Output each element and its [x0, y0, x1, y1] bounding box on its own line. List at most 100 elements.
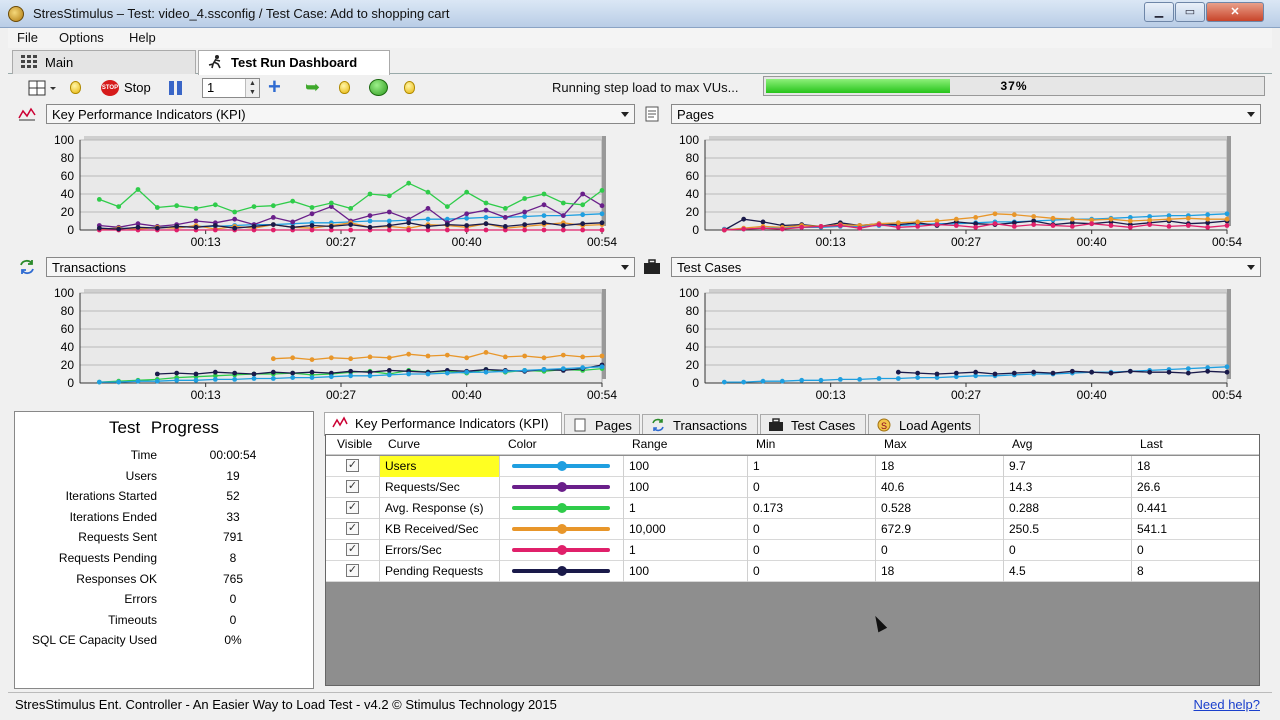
- refresh-arrow-icon[interactable]: ➥: [305, 77, 321, 97]
- curve-cell[interactable]: Requests/Sec: [380, 477, 500, 498]
- data-point: [1224, 223, 1230, 228]
- close-button[interactable]: ✕: [1206, 2, 1264, 22]
- grid-row[interactable]: ✓ KB Received/Sec 10,000 0 672.9 250.5 541.1: [326, 519, 1259, 540]
- toolbar: STOP Stop 1 ▲ ▼ + ➥ Running step load to …: [8, 76, 1272, 100]
- data-point: [1185, 366, 1191, 371]
- data-point: [541, 227, 547, 233]
- need-help-link[interactable]: Need help?: [1193, 697, 1261, 712]
- hint-bulb-icon-3[interactable]: [404, 81, 415, 94]
- min-cell: 0: [748, 519, 876, 540]
- progress-row-value: 765: [222, 571, 244, 586]
- stop-icon[interactable]: STOP: [101, 80, 119, 96]
- range-cell[interactable]: 100: [624, 456, 748, 477]
- color-cell[interactable]: [500, 561, 624, 582]
- col-min[interactable]: Min: [756, 437, 776, 451]
- hint-bulb-icon[interactable]: [70, 81, 81, 94]
- data-point: [1224, 364, 1230, 370]
- tab-test-cases[interactable]: Test Cases: [760, 414, 866, 436]
- green-status-icon[interactable]: [369, 79, 388, 96]
- curve-cell[interactable]: Avg. Response (s): [380, 498, 500, 519]
- tab-transactions[interactable]: Transactions: [642, 414, 758, 436]
- grid-row[interactable]: ✓ Pending Requests 100 0 18 4.5 8: [326, 561, 1259, 582]
- visible-checkbox[interactable]: ✓: [346, 501, 359, 514]
- grid-row[interactable]: ✓ Requests/Sec 100 0 40.6 14.3 26.6: [326, 477, 1259, 498]
- tab-load-agents[interactable]: S Load Agents: [868, 414, 980, 436]
- color-cell[interactable]: [500, 519, 624, 540]
- maximize-button[interactable]: ▭: [1175, 2, 1205, 22]
- col-avg[interactable]: Avg: [1012, 437, 1033, 451]
- data-point: [425, 224, 431, 229]
- transactions-select[interactable]: Transactions: [46, 257, 635, 277]
- curve-cell[interactable]: Errors/Sec: [380, 540, 500, 561]
- curve-cell[interactable]: KB Received/Sec: [380, 519, 500, 540]
- pages-select[interactable]: Pages: [671, 104, 1261, 124]
- data-point: [367, 354, 373, 360]
- menu-help[interactable]: Help: [129, 30, 156, 45]
- progress-row: Iterations Started 52: [15, 489, 313, 509]
- tab-kpi[interactable]: Key Performance Indicators (KPI): [324, 412, 562, 436]
- col-visible[interactable]: Visible: [337, 437, 373, 451]
- kpi-select[interactable]: Key Performance Indicators (KPI): [46, 104, 635, 124]
- step-stepper[interactable]: 1 ▲ ▼: [202, 78, 260, 98]
- data-point: [193, 218, 199, 224]
- y-tick-label: 100: [54, 133, 74, 147]
- y-tick-label: 80: [61, 304, 75, 318]
- range-cell[interactable]: 1: [624, 540, 748, 561]
- visible-checkbox[interactable]: ✓: [346, 522, 359, 535]
- progress-row-label: SQL CE Capacity Used: [32, 633, 157, 648]
- visible-checkbox[interactable]: ✓: [346, 480, 359, 493]
- data-point: [1166, 213, 1172, 218]
- grid-row[interactable]: ✓ Errors/Sec 1 0 0 0 0: [326, 540, 1259, 561]
- range-cell[interactable]: 100: [624, 561, 748, 582]
- visible-checkbox[interactable]: ✓: [346, 459, 359, 472]
- tab-test-run-dashboard[interactable]: Test Run Dashboard: [198, 50, 390, 75]
- range-cell[interactable]: 10,000: [624, 519, 748, 540]
- last-cell: 18: [1137, 459, 1151, 473]
- color-cell[interactable]: [500, 456, 624, 477]
- minimize-button[interactable]: ▁: [1144, 2, 1174, 22]
- tab-pages[interactable]: Pages: [564, 414, 640, 436]
- tab-main[interactable]: Main: [12, 50, 196, 74]
- color-cell[interactable]: [500, 540, 624, 561]
- pages-chart: 0 20 40 60 80 100 00:13 00:27 00:40 00:54: [679, 133, 1242, 249]
- menu-file[interactable]: File: [17, 30, 38, 45]
- col-last[interactable]: Last: [1140, 437, 1163, 451]
- tab-pages-label: Pages: [595, 418, 632, 433]
- range-cell[interactable]: 1: [624, 498, 748, 519]
- grid-row[interactable]: ✓ Avg. Response (s) 1 0.173 0.528 0.288 0.441: [326, 498, 1259, 519]
- visible-checkbox[interactable]: ✓: [346, 564, 359, 577]
- max-cell: 40.6: [876, 477, 1004, 498]
- pause-icon[interactable]: [168, 81, 184, 95]
- add-icon[interactable]: +: [268, 74, 281, 99]
- color-cell[interactable]: [500, 477, 624, 498]
- data-point: [386, 218, 392, 224]
- menu-options[interactable]: Options: [59, 30, 104, 45]
- tab-transactions-label: Transactions: [673, 418, 747, 433]
- stepper-arrows[interactable]: ▲ ▼: [245, 79, 259, 97]
- col-curve[interactable]: Curve: [388, 437, 421, 451]
- transactions-panel: Transactions 0 20 40 60 80 100 00:13 00:27 00:40…: [18, 257, 638, 407]
- data-point: [973, 215, 979, 220]
- data-point: [1089, 217, 1095, 223]
- progress-row: SQL CE Capacity Used 0%: [15, 633, 313, 653]
- curve-cell[interactable]: Pending Requests: [380, 561, 500, 582]
- range-cell[interactable]: 100: [624, 477, 748, 498]
- window-title: StresStimulus – Test: video_4.ssconfig /…: [33, 6, 450, 21]
- color-cell[interactable]: [500, 498, 624, 519]
- data-point: [116, 379, 122, 385]
- col-max[interactable]: Max: [884, 437, 907, 451]
- testcases-select[interactable]: Test Cases: [671, 257, 1261, 277]
- grid-row[interactable]: ✓ Users 100 1 18 9.7 18: [326, 456, 1259, 477]
- col-range[interactable]: Range: [632, 437, 668, 451]
- layout-grid-icon[interactable]: [28, 79, 58, 97]
- data-point: [1166, 224, 1172, 229]
- curve-cell[interactable]: Users: [380, 456, 500, 477]
- stop-button[interactable]: Stop: [124, 80, 151, 95]
- step-value: 1: [207, 80, 215, 95]
- color-swatch: [512, 461, 610, 471]
- col-color[interactable]: Color: [508, 437, 537, 451]
- data-point: [386, 368, 392, 373]
- visible-checkbox[interactable]: ✓: [346, 543, 359, 556]
- data-point: [1205, 365, 1211, 371]
- hint-bulb-icon-2[interactable]: [339, 81, 350, 94]
